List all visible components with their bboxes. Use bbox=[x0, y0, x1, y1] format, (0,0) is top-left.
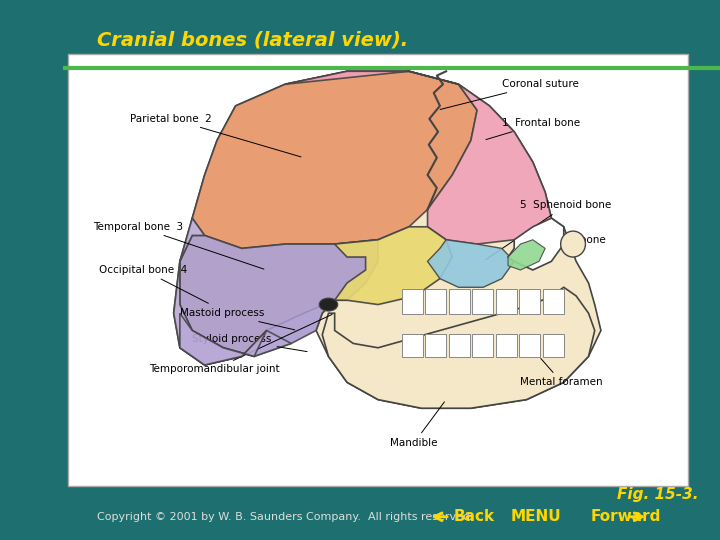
Text: 5  Sphenoid bone: 5 Sphenoid bone bbox=[485, 200, 612, 260]
Text: Parietal bone  2: Parietal bone 2 bbox=[130, 114, 301, 157]
Text: MENU: MENU bbox=[511, 509, 562, 524]
FancyBboxPatch shape bbox=[472, 334, 493, 357]
Polygon shape bbox=[180, 313, 266, 365]
Text: Temporomandibular joint: Temporomandibular joint bbox=[149, 314, 332, 374]
Polygon shape bbox=[508, 218, 564, 270]
Ellipse shape bbox=[561, 231, 585, 257]
Text: Copyright © 2001 by W. B. Saunders Company.  All rights reserved.: Copyright © 2001 by W. B. Saunders Compa… bbox=[97, 512, 474, 522]
FancyBboxPatch shape bbox=[402, 288, 423, 314]
Polygon shape bbox=[323, 287, 595, 408]
Text: Forward: Forward bbox=[590, 509, 661, 524]
Text: Fig. 15-3.: Fig. 15-3. bbox=[617, 487, 698, 502]
FancyBboxPatch shape bbox=[425, 334, 446, 357]
FancyBboxPatch shape bbox=[472, 288, 493, 314]
FancyBboxPatch shape bbox=[402, 334, 423, 357]
FancyBboxPatch shape bbox=[0, 0, 63, 540]
Text: Styloid process: Styloid process bbox=[192, 334, 307, 352]
FancyBboxPatch shape bbox=[543, 334, 564, 357]
FancyBboxPatch shape bbox=[543, 288, 564, 314]
FancyBboxPatch shape bbox=[68, 54, 688, 486]
Text: 1  Frontal bone: 1 Frontal bone bbox=[486, 118, 580, 140]
FancyBboxPatch shape bbox=[425, 288, 446, 314]
FancyBboxPatch shape bbox=[519, 334, 540, 357]
Text: Back: Back bbox=[454, 509, 495, 524]
Text: Cranial bones (lateral view).: Cranial bones (lateral view). bbox=[97, 31, 408, 50]
Polygon shape bbox=[428, 240, 514, 287]
Text: 6  Ethmoid bone: 6 Ethmoid bone bbox=[521, 235, 606, 256]
Text: Mandible: Mandible bbox=[390, 402, 444, 448]
FancyBboxPatch shape bbox=[495, 288, 517, 314]
Text: Mastoid process: Mastoid process bbox=[180, 308, 294, 330]
FancyBboxPatch shape bbox=[449, 334, 469, 357]
Polygon shape bbox=[285, 71, 552, 244]
Polygon shape bbox=[174, 218, 292, 365]
Polygon shape bbox=[335, 227, 452, 305]
FancyBboxPatch shape bbox=[449, 288, 469, 314]
Polygon shape bbox=[508, 240, 545, 270]
FancyBboxPatch shape bbox=[519, 288, 540, 314]
Polygon shape bbox=[180, 235, 378, 356]
Text: Temporal bone  3: Temporal bone 3 bbox=[93, 222, 264, 269]
Text: Occipital bone  4: Occipital bone 4 bbox=[99, 265, 208, 303]
Circle shape bbox=[319, 298, 338, 311]
FancyBboxPatch shape bbox=[495, 334, 517, 357]
Polygon shape bbox=[174, 71, 601, 408]
Polygon shape bbox=[192, 71, 477, 248]
Text: Mental foramen: Mental foramen bbox=[521, 359, 603, 387]
Text: Coronal suture: Coronal suture bbox=[440, 79, 579, 110]
